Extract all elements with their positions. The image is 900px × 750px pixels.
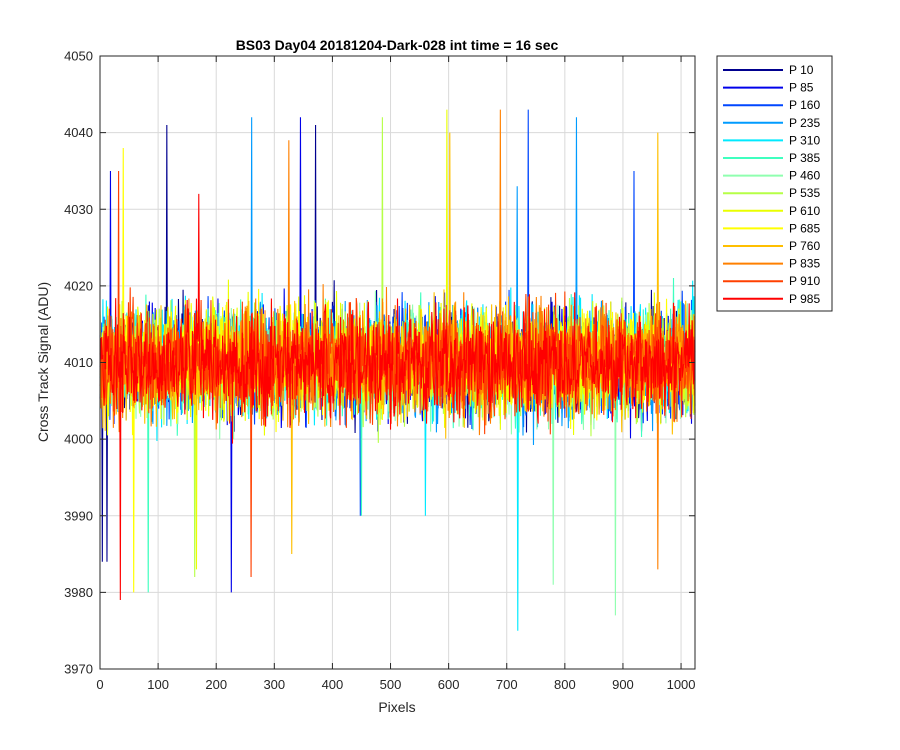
x-tick-label: 0 <box>96 677 103 692</box>
legend: P 10 P 85 P 160 P 235 P 310 P 385 P 460 P 535 P … <box>716 55 833 312</box>
x-tick-label: 900 <box>612 677 634 692</box>
y-tick-label: 4000 <box>64 432 93 447</box>
y-tick-label: 3980 <box>64 585 93 600</box>
x-tick-label: 600 <box>438 677 460 692</box>
x-tick-label: 700 <box>496 677 518 692</box>
x-tick-label: 300 <box>263 677 285 692</box>
legend-label: P 310 <box>789 133 820 147</box>
legend-label: P 535 <box>789 186 820 200</box>
legend-items: P 10 P 85 P 160 P 235 P 310 P 385 P 460 P 535 P … <box>723 63 820 306</box>
legend-label: P 685 <box>789 221 820 235</box>
x-tick-label: 100 <box>147 677 169 692</box>
legend-label: P 160 <box>789 98 820 112</box>
legend-label: P 835 <box>789 257 820 271</box>
y-axis-label: Cross Track Signal (ADU) <box>35 282 51 442</box>
series-lines <box>99 109 696 631</box>
legend-label: P 910 <box>789 274 820 288</box>
x-tick-label: 200 <box>205 677 227 692</box>
legend-label: P 10 <box>789 63 814 77</box>
y-tick-label: 4040 <box>64 125 93 140</box>
x-axis-label: Pixels <box>378 699 415 715</box>
y-tick-label: 4010 <box>64 355 93 370</box>
y-tick-label: 3970 <box>64 662 93 677</box>
y-tick-label: 4030 <box>64 202 93 217</box>
x-tick-label: 500 <box>380 677 402 692</box>
legend-label: P 85 <box>789 81 814 95</box>
y-tick-label: 4050 <box>64 49 93 64</box>
x-tick-label: 1000 <box>667 677 696 692</box>
y-tick-label: 4020 <box>64 278 93 293</box>
axis-ticks: 0 100 200 300 400 500 600 700 800 900 1000 3970 3980… <box>64 49 695 693</box>
legend-label: P 460 <box>789 169 820 183</box>
legend-box <box>716 55 833 312</box>
legend-label: P 760 <box>789 239 820 253</box>
legend-label: P 385 <box>789 151 820 165</box>
legend-label: P 235 <box>789 116 820 130</box>
legend-label: P 610 <box>789 204 820 218</box>
series-line-p985 <box>99 193 696 601</box>
chart-title: BS03 Day04 20181204-Dark-028 int time = … <box>236 37 559 53</box>
y-tick-label: 3990 <box>64 508 93 523</box>
x-tick-label: 400 <box>322 677 344 692</box>
x-tick-label: 800 <box>554 677 576 692</box>
legend-label: P 985 <box>789 292 820 306</box>
